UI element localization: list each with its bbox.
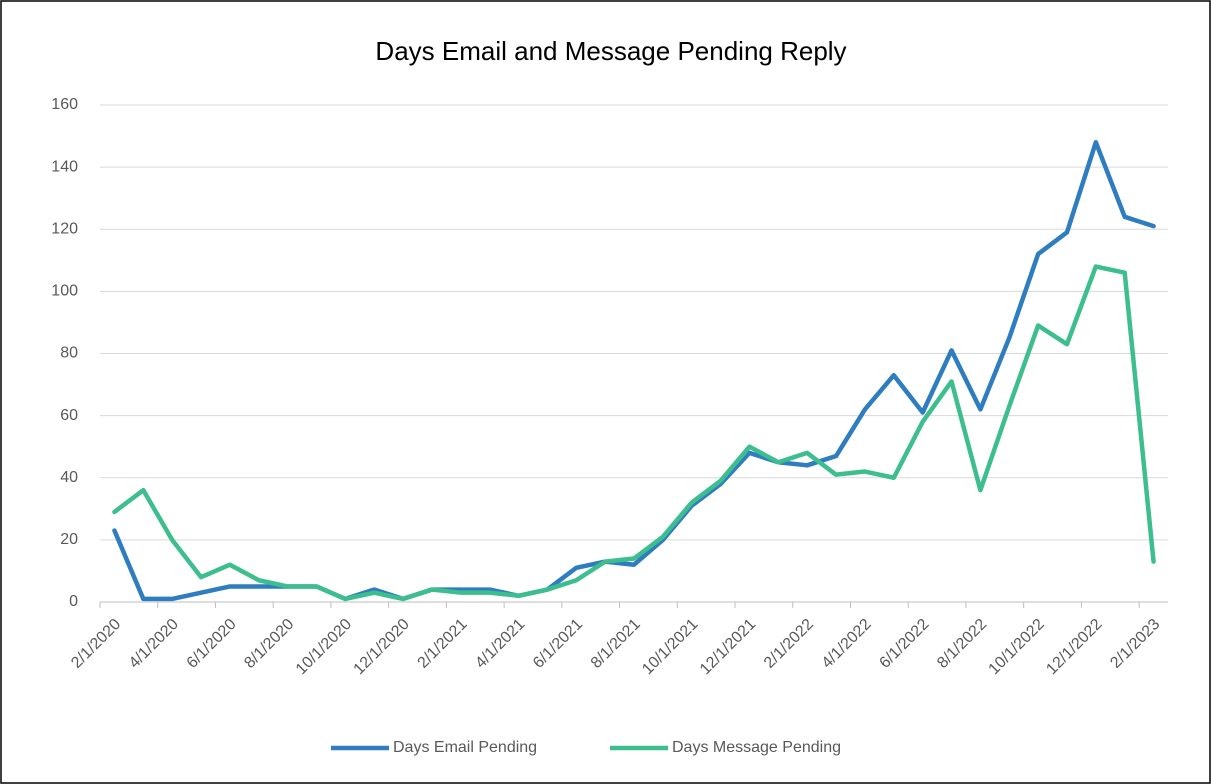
- y-tick-label: 20: [60, 531, 78, 548]
- legend-label: Days Message Pending: [672, 739, 841, 756]
- data-line: [112, 264, 1156, 602]
- y-tick-label: 0: [69, 593, 78, 610]
- chart-title: Days Email and Message Pending Reply: [375, 36, 846, 66]
- y-tick-label: 80: [60, 345, 78, 362]
- y-tick-label: 160: [51, 96, 78, 113]
- y-tick-label: 40: [60, 469, 78, 486]
- legend-label: Days Email Pending: [393, 739, 537, 756]
- y-tick-label: 140: [51, 158, 78, 175]
- y-tick-label: 120: [51, 220, 78, 237]
- y-tick-label: 60: [60, 407, 78, 424]
- y-tick-label: 100: [51, 283, 78, 300]
